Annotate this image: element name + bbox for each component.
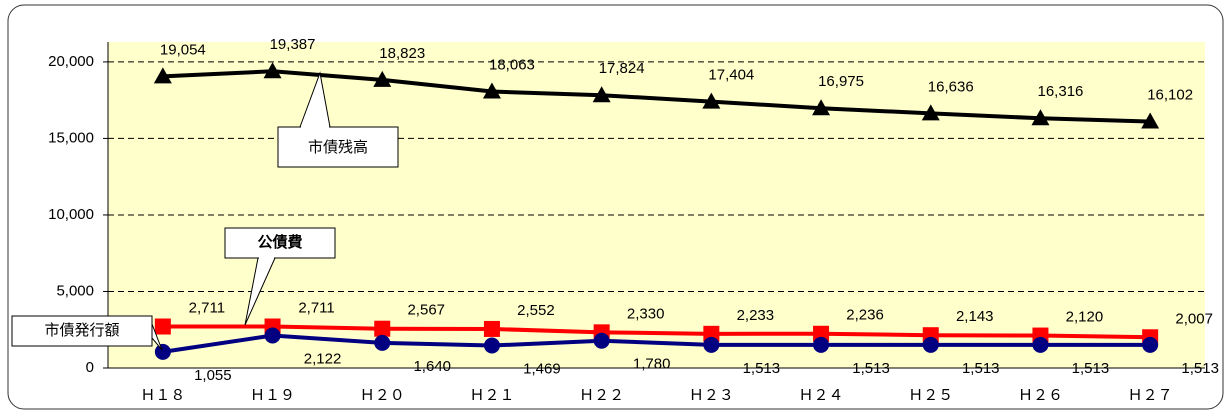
marker: [921, 104, 940, 121]
marker: [154, 318, 171, 335]
data-label: 2,143: [956, 308, 994, 325]
data-label: 1,780: [633, 356, 671, 373]
data-label: 16,316: [1038, 83, 1084, 100]
callout-box: [277, 126, 399, 168]
data-label: 2,233: [737, 307, 775, 324]
data-label: 2,122: [304, 350, 342, 367]
x-tick-label: Ｈ２７: [1128, 387, 1173, 404]
x-tick-label: Ｈ２２: [579, 387, 624, 404]
x-tick-label: Ｈ２４: [799, 387, 844, 404]
marker: [153, 67, 172, 84]
data-label: 1,513: [743, 360, 781, 377]
marker: [1032, 336, 1049, 353]
x-tick-label: Ｈ２１: [469, 387, 514, 404]
x-tick-label: Ｈ２３: [689, 387, 734, 404]
data-label: 19,387: [270, 36, 316, 53]
marker: [374, 334, 391, 351]
data-label: 1,513: [852, 360, 890, 377]
x-tick-label: Ｈ２６: [1018, 387, 1063, 404]
y-tick-label: 0: [86, 359, 94, 376]
data-label: 1,513: [1072, 360, 1110, 377]
series-name: 公債費: [257, 233, 302, 251]
marker: [483, 337, 500, 354]
marker: [922, 336, 939, 353]
data-label: 2,007: [1175, 310, 1213, 327]
data-label: 16,102: [1147, 87, 1193, 104]
x-tick-label: Ｈ２５: [908, 387, 953, 404]
callout-box: [224, 227, 336, 259]
data-label: 2,330: [627, 305, 665, 322]
marker: [813, 325, 830, 342]
marker: [1141, 112, 1160, 129]
data-label: 1,640: [413, 358, 451, 375]
marker: [154, 343, 171, 360]
marker: [813, 336, 830, 353]
marker: [703, 336, 720, 353]
data-label: 16,636: [928, 78, 974, 95]
callout: 市債発行額: [11, 315, 163, 351]
marker: [263, 62, 282, 79]
y-tick-label: 5,000: [56, 282, 94, 299]
marker: [373, 70, 392, 87]
data-label: 2,711: [298, 299, 334, 316]
series-name: 市債発行額: [44, 322, 119, 339]
callout: 市債残高: [277, 71, 399, 168]
x-tick-label: Ｈ２０: [360, 387, 405, 404]
marker: [483, 320, 500, 337]
data-label: 2,552: [517, 302, 555, 319]
y-tick-label: 15,000: [48, 129, 94, 146]
series-name: 市債残高: [308, 139, 368, 156]
data-label: 2,567: [407, 302, 445, 319]
y-tick-label: 10,000: [48, 206, 94, 223]
series-line: [162, 69, 1151, 124]
callout: 公債費: [224, 227, 336, 326]
x-tick-label: Ｈ１９: [250, 387, 295, 404]
marker: [264, 327, 281, 344]
data-label: 17,404: [708, 67, 754, 84]
marker: [593, 332, 610, 349]
y-tick-label: 20,000: [48, 53, 94, 70]
data-label: 18,063: [489, 57, 535, 74]
data-label: 1,513: [1181, 360, 1219, 377]
data-label: 2,120: [1066, 309, 1104, 326]
data-label: 2,236: [846, 307, 884, 324]
marker: [703, 325, 720, 342]
marker: [702, 92, 721, 109]
data-label: 17,824: [599, 60, 645, 77]
data-label: 1,055: [194, 367, 232, 384]
marker: [812, 99, 831, 116]
data-label: 18,823: [379, 45, 425, 62]
data-label: 1,513: [962, 360, 1000, 377]
marker: [374, 320, 391, 337]
callout-box: [11, 315, 153, 347]
marker: [1031, 109, 1050, 126]
data-label: 16,975: [818, 73, 864, 90]
x-tick-label: Ｈ１８: [140, 387, 185, 404]
marker: [1142, 336, 1159, 353]
data-label: 19,054: [160, 41, 206, 58]
series-line: [162, 324, 1151, 340]
plot-area: [108, 42, 1205, 368]
data-label: 1,469: [523, 360, 561, 377]
marker: [482, 82, 501, 99]
data-label: 2,711: [189, 299, 225, 316]
series-line: [162, 333, 1151, 354]
marker: [592, 86, 611, 103]
